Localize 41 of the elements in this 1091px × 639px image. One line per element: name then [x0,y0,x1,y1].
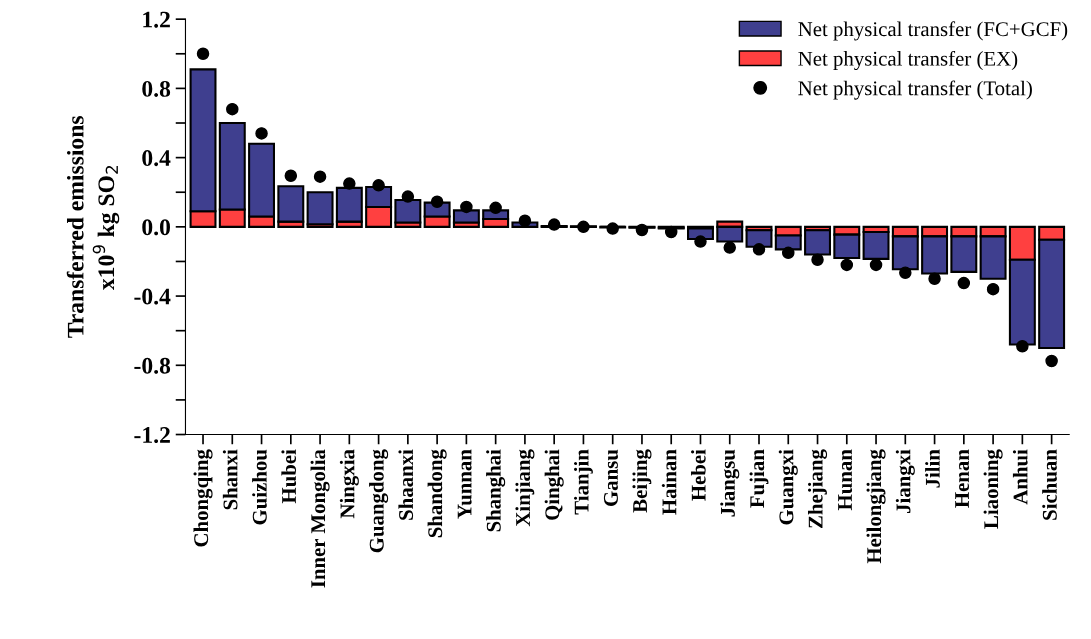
x-tick-label: Shandong [427,449,447,538]
x-tick-label: Shanghai [486,449,506,532]
x-tick-label: Beijing [632,449,652,513]
x-tick-label: Heilongjiang [866,449,886,564]
legend-label: Net physical transfer (Total) [798,80,1032,100]
x-tick-label: Shanxi [222,449,238,510]
y-tick-label: -0.8 [134,357,171,374]
y-tick-label: -0.4 [134,288,171,305]
x-tick-label: Inner Mongolia [310,449,330,588]
x-tick-label: Jiangsu [720,449,740,517]
x-tick-label: Tianjin [573,449,593,515]
x-tick-label: Guangxi [778,449,798,525]
x-tick-label: Gansu [603,449,618,506]
x-tick-label: Henan [955,449,970,508]
y-tick-label: 0.8 [142,80,171,97]
x-tick-label: Hebei [691,449,706,501]
x-tick-label: Hainan [661,449,677,515]
y-axis-title: Transferred emissions x10$^{9}$ kg SO$_{2}$ [66,116,120,338]
x-tick-label: Jiangxi [895,449,915,514]
legend-label: Net physical transfer (FC+GCF) [798,21,1068,41]
x-tick-label: Qinghai [544,449,564,520]
x-tick-label: Ningxia [339,449,359,519]
x-tick-label: Zhejiang [808,449,828,528]
x-tick-label: Liaoning [983,449,1003,529]
x-tick-label: Anhui [1012,449,1028,505]
x-tick-label: Yunnan [457,449,472,519]
x-tick-label: Sichuan [1042,449,1057,520]
y-tick-label: -1.2 [134,427,170,444]
y-tick-label: 1.2 [143,11,170,28]
x-tick-label: Hunan [838,449,853,511]
x-tick-label: Chongqing [193,449,213,547]
y-tick-label: 0.0 [142,219,170,236]
x-tick-label: Hubei [281,449,297,504]
x-tick-label: Jilin [925,449,940,488]
legend-label: Net physical transfer (EX) [798,50,1018,71]
x-tick-label: Guangdong [369,449,389,553]
x-tick-label: Shaanxi [398,449,414,520]
x-tick-label: Guizhou [252,449,267,525]
x-tick-label: Xinjiang [515,449,535,527]
y-tick-label: 0.4 [142,150,171,167]
x-tick-label: Fujian [749,449,769,508]
